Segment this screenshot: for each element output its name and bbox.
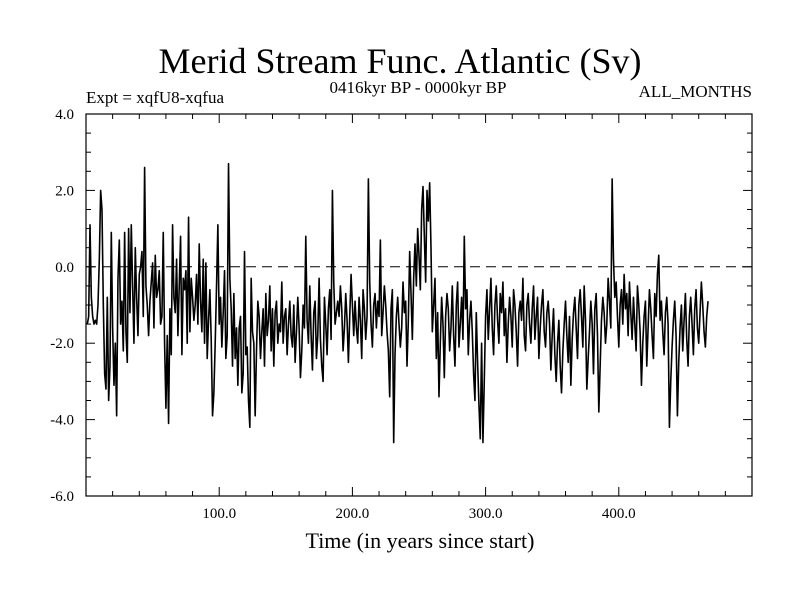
y-tick-label: 2.0 [55, 183, 74, 199]
y-tick-label: -4.0 [50, 413, 74, 429]
y-tick-label: 4.0 [55, 107, 74, 123]
y-tick-label: -6.0 [50, 489, 74, 505]
x-tick-label: 200.0 [336, 506, 370, 522]
months-annotation: ALL_MONTHS [638, 82, 752, 101]
x-axis-label: Time (in years since start) [305, 528, 535, 553]
period-annotation: 0416kyr BP - 0000kyr BP [329, 78, 507, 97]
y-tick-label: -2.0 [50, 336, 74, 352]
chart-title: Merid Stream Func. Atlantic (Sv) [158, 41, 642, 81]
series-line [86, 162, 709, 444]
y-tick-label: 0.0 [55, 260, 74, 276]
x-tick-label: 400.0 [602, 506, 636, 522]
experiment-annotation: Expt = xqfU8-xqfua [86, 88, 225, 107]
x-tick-label: 100.0 [202, 506, 236, 522]
x-tick-label: 300.0 [469, 506, 503, 522]
